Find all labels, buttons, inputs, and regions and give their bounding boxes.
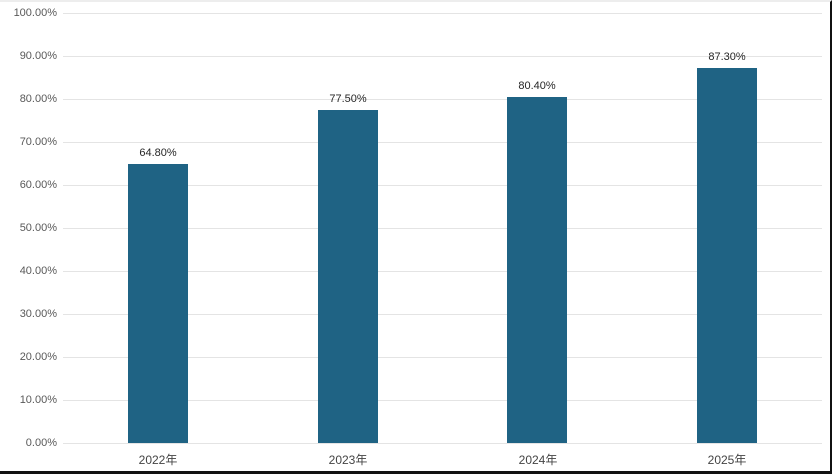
y-axis-tick-label: 20.00%: [19, 351, 57, 363]
bar-2024年: [507, 97, 567, 443]
gridline: [63, 443, 822, 444]
y-axis-tick-label: 10.00%: [19, 394, 57, 406]
y-axis-tick-label: 0.00%: [25, 437, 57, 449]
gridline: [63, 13, 822, 14]
y-axis-tick-label: 90.00%: [19, 50, 57, 62]
gridline: [63, 271, 822, 272]
y-axis-tick-label: 100.00%: [13, 7, 57, 19]
y-axis-tick-label: 40.00%: [19, 265, 57, 277]
y-axis-tick-label: 50.00%: [19, 222, 57, 234]
gridline: [63, 99, 822, 100]
gridline: [63, 228, 822, 229]
bar-2022年: [128, 164, 188, 443]
bar-2025年: [697, 68, 757, 443]
bar-value-label: 80.40%: [518, 80, 556, 92]
x-axis-category-label: 2023年: [328, 453, 368, 467]
bar-2023年: [318, 110, 378, 443]
gridline: [63, 142, 822, 143]
bar-value-label: 87.30%: [708, 51, 746, 63]
bar-value-label: 77.50%: [329, 93, 367, 105]
x-axis-category-label: 2025年: [707, 453, 747, 467]
y-axis-tick-label: 60.00%: [19, 179, 57, 191]
gridline: [63, 56, 822, 57]
gridline: [63, 185, 822, 186]
gridline: [63, 400, 822, 401]
gridline: [63, 357, 822, 358]
x-axis-category-label: 2022年: [138, 453, 178, 467]
y-axis-tick-label: 30.00%: [19, 308, 57, 320]
bar-value-label: 64.80%: [139, 147, 177, 159]
y-axis-tick-label: 70.00%: [19, 136, 57, 148]
gridline: [63, 314, 822, 315]
x-axis-category-label: 2024年: [518, 453, 558, 467]
y-axis-tick-label: 80.00%: [19, 93, 57, 105]
